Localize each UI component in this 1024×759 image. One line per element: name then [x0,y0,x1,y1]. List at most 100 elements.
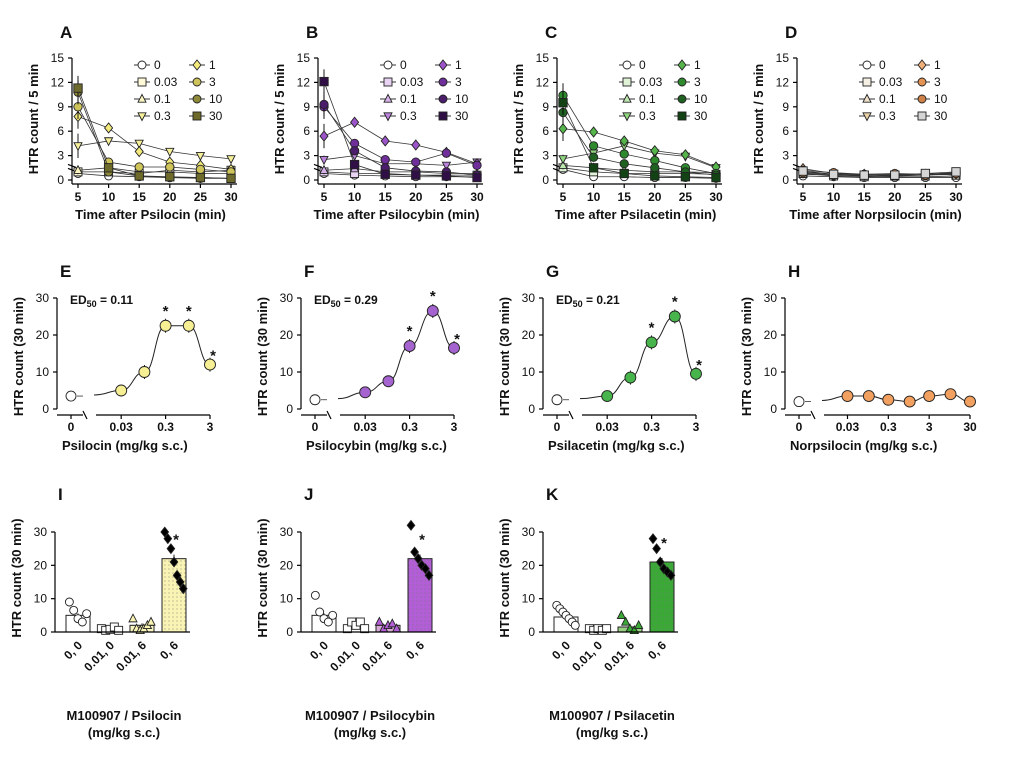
data-point [650,163,660,173]
individual-point [570,620,580,630]
series-line [323,81,478,178]
y-tick-label: 15 [776,51,790,65]
data-point [920,168,931,179]
legend-marker [862,93,872,103]
legend-marker [137,60,147,70]
legend-marker [137,77,147,87]
individual-point [424,569,434,581]
individual-point [413,553,423,565]
individual-point [410,546,419,558]
data-point [115,384,128,397]
significance-asterisk: * [454,331,460,348]
vehicle-point [793,396,805,408]
series-line [77,116,232,170]
panel-i: I 0 10 20 30 HTR count (30 min) 0, 00.01, 00.0… [9,485,190,740]
legend-label: 10 [455,92,469,106]
x-tick-label: 0.03 [596,420,620,434]
x-axis-label: Time after Psilocybin (min) [314,207,480,222]
x-tick-label: 25 [440,190,454,204]
individual-point [328,610,338,620]
series-line [323,168,477,174]
x-tick-label: 15 [858,190,872,204]
y-tick-label: 0 [528,625,535,639]
x-tick-label: 5 [560,190,567,204]
vehicle-point [551,394,563,406]
data-point [350,116,360,128]
x-tick-label: 15 [379,190,393,204]
panel-letter: G [546,262,559,281]
x-axis-label: Time after Psilacetin (min) [555,207,717,222]
data-point [711,172,721,183]
ed50-prefix: ED [314,293,331,307]
legend-label: 30 [934,109,948,123]
legend-marker [137,112,147,122]
individual-point [652,543,661,555]
x-tick-label: 0.3 [401,420,418,434]
data-point [104,122,114,134]
x-tick-label: 10 [348,190,362,204]
individual-point [82,609,92,619]
category-label: 0, 0 [61,638,85,662]
data-point [426,305,439,317]
data-point [226,155,236,165]
y-axis-label: HTR count (30 min) [11,297,26,416]
individual-point [166,543,176,555]
data-point [138,366,151,378]
legend-marker [383,60,393,70]
significance-asterisk: * [696,357,702,374]
series-line [802,169,957,175]
data-point [226,173,236,184]
series-line [323,155,478,166]
panel-letter: D [785,23,797,42]
panel-letter: A [60,23,72,42]
data-point [668,310,681,323]
individual-point [77,617,87,627]
data-point [411,157,421,167]
legend-label: 0 [879,58,886,72]
legend-marker [677,77,687,87]
panel-letter: B [306,23,318,42]
legend-label: 0.1 [400,92,417,106]
x-axis-label: Time after Psilocin (min) [75,207,226,222]
legend-marker [622,112,632,122]
data-point [588,152,599,162]
data-point [619,135,629,147]
data-point [690,367,702,380]
legend-marker [192,111,202,121]
significance-asterisk: * [163,303,169,320]
panel-g: G 0 10 20 30 HTR count (30 min) 0 0.03 0.3 3 Psila… [497,262,702,453]
series-line [77,87,232,179]
y-tick-label: 3 [782,149,789,163]
data-point [680,149,690,161]
x-tick-label: 15 [618,190,632,204]
legend-label: 1 [934,58,941,72]
data-point [441,161,452,171]
data-point [645,336,658,349]
x-tick-label: 10 [827,190,841,204]
y-tick-label: 12 [776,75,790,89]
legend-marker [438,94,448,104]
legend-label: 30 [694,109,708,123]
series-line [77,167,231,174]
data-point [828,169,839,179]
individual-point [315,607,325,617]
x-axis-label: M100907 / Psilacetin [549,708,675,723]
panel-letter: I [58,485,63,504]
data-point [73,142,83,152]
y-tick-label: 3 [57,149,64,163]
y-tick-label: 20 [764,328,778,342]
legend-label: 0 [154,58,161,72]
legend-marker [438,77,448,87]
individual-point [323,617,333,627]
data-point [103,137,114,147]
panel-h: H 0 10 20 30 HTR count (30 min) 0 0.03 0.3 3 30 Nor… [739,262,977,453]
individual-point [421,563,430,575]
ed50-value: = 0.21 [583,293,620,307]
y-tick-label: 20 [522,558,536,572]
legend-marker [862,77,872,87]
category-label: 0.01, 6 [601,638,637,674]
legend-marker [917,59,927,71]
x-axis-label: Psilacetin (mg/kg s.c.) [548,438,685,453]
legend-marker [383,112,393,122]
data-point [319,76,329,87]
